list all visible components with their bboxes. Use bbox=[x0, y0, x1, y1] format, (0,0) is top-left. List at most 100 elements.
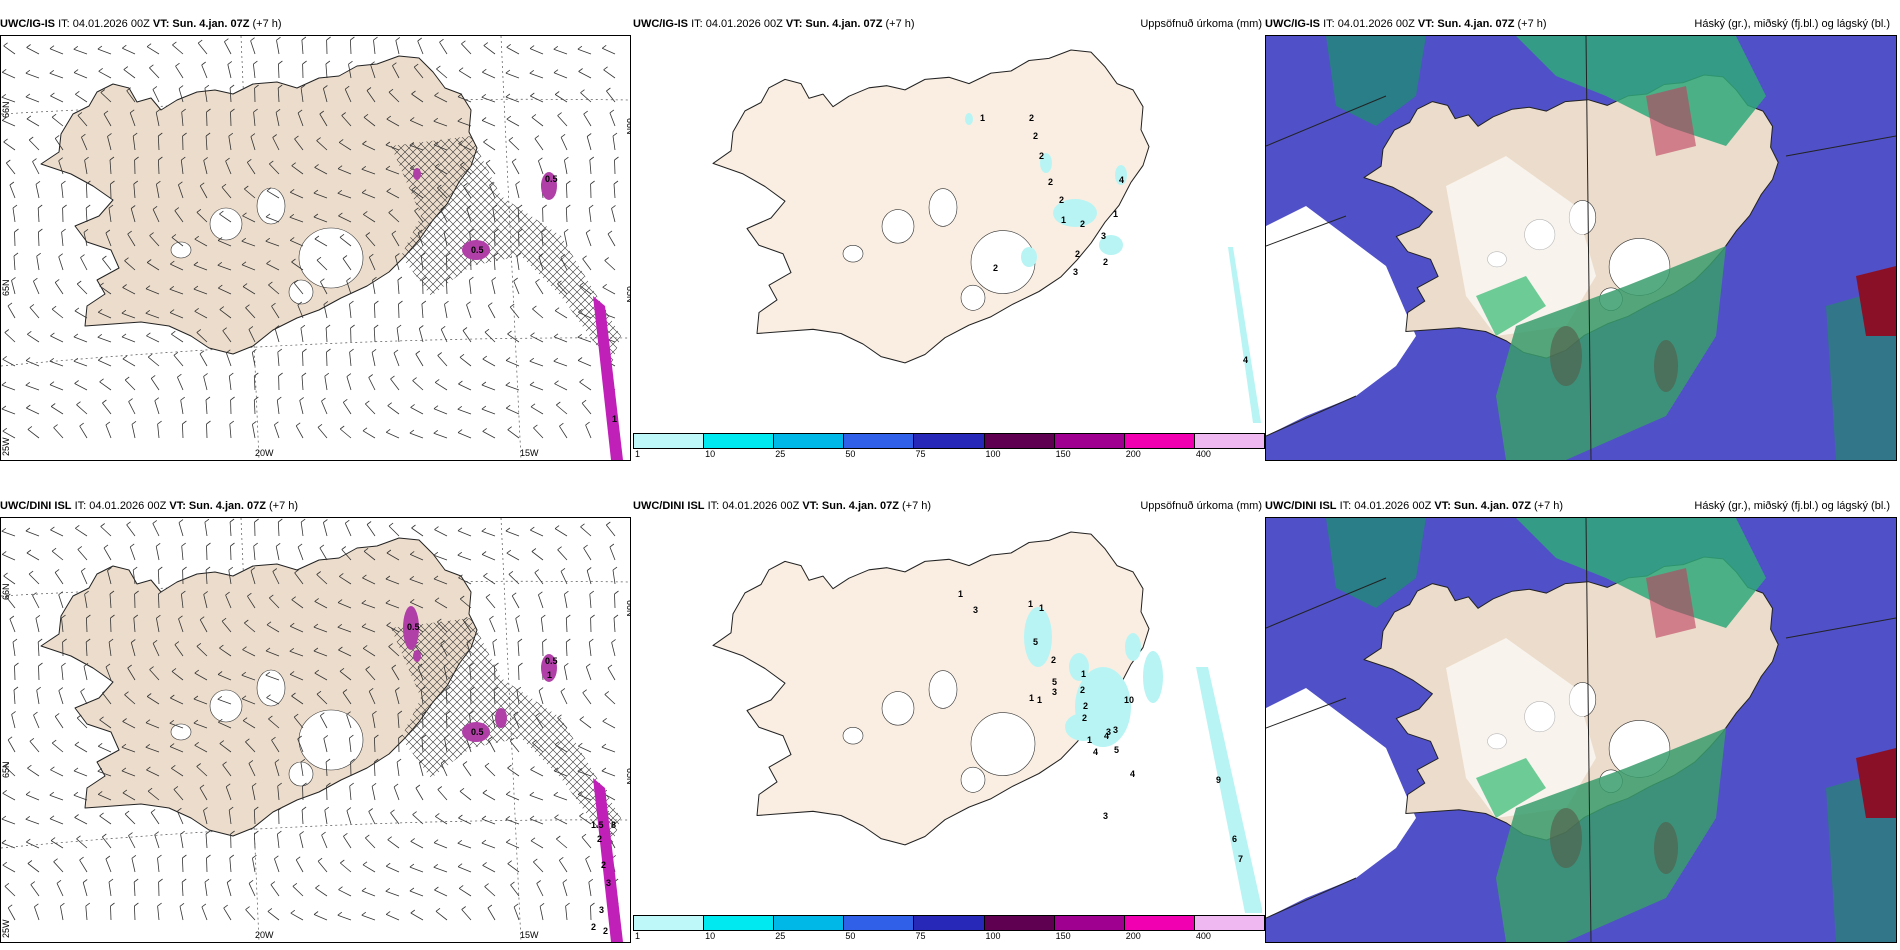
precip-blob bbox=[462, 722, 490, 742]
wind-barb-flag bbox=[275, 108, 281, 113]
wind-barb bbox=[410, 912, 424, 921]
wind-barb-flag bbox=[349, 348, 354, 353]
wind-barb bbox=[25, 794, 40, 801]
wind-barb bbox=[105, 232, 112, 247]
wind-barb bbox=[518, 665, 520, 681]
glacier bbox=[928, 670, 958, 709]
wind-barb-flag bbox=[272, 568, 278, 572]
wind-barb bbox=[579, 719, 592, 729]
wind-barb-flag bbox=[409, 551, 415, 555]
wind-barb bbox=[581, 836, 592, 849]
wind-barb-flag bbox=[583, 544, 588, 549]
wind-barb bbox=[506, 794, 520, 801]
wind-barb-flag bbox=[388, 522, 394, 527]
wind-barb bbox=[277, 521, 280, 537]
proj-line bbox=[1585, 518, 1592, 942]
wind-barb-flag bbox=[369, 253, 374, 258]
cloud-map[interactable] bbox=[1265, 35, 1897, 461]
wind-barb-flag bbox=[172, 41, 177, 46]
wind-barb bbox=[301, 809, 304, 825]
wind-barb-flag bbox=[242, 283, 248, 287]
wind-barb-flag bbox=[146, 766, 151, 771]
wind-barb bbox=[241, 240, 256, 247]
wind-barb-flag bbox=[365, 232, 371, 236]
cloud-map[interactable] bbox=[1265, 517, 1897, 943]
wind-barb bbox=[485, 597, 496, 609]
wind-barb bbox=[293, 716, 304, 729]
wind-barb-flag bbox=[390, 809, 395, 814]
wind-barb-flag bbox=[530, 92, 535, 97]
wind-barb-flag bbox=[29, 737, 35, 742]
wind-barb-flag bbox=[339, 425, 345, 430]
wind-barb bbox=[27, 333, 40, 343]
wind-barb-flag bbox=[204, 518, 210, 523]
wind-barb bbox=[590, 905, 592, 921]
wind-barb bbox=[323, 522, 328, 537]
wind-barb bbox=[25, 72, 40, 79]
wind-barb-flag bbox=[250, 567, 256, 571]
wind-barb bbox=[396, 328, 400, 343]
wind-barb bbox=[49, 818, 64, 825]
wind-barb bbox=[530, 529, 544, 537]
wind-barb-flag bbox=[73, 45, 79, 50]
wind-barb-flag bbox=[247, 158, 252, 163]
wind-barb bbox=[73, 48, 88, 55]
wind-barb-flag bbox=[181, 590, 186, 595]
wind-barb-flag bbox=[462, 761, 468, 765]
wind-barb bbox=[395, 256, 400, 271]
wind-barb-flag bbox=[505, 527, 511, 532]
wind-barb bbox=[435, 910, 448, 921]
wind-map[interactable]: 0.5 0.5 0.5 1 1.5 2 3 3 8 2 2 2 66N 65N 25W 66N 65N 20W 15… bbox=[0, 517, 631, 943]
wind-barb-flag bbox=[361, 165, 367, 170]
precip-map[interactable]: 1 3 1 1 5 2 1 2 5 3 1 1 2 4 10 3 3 1 4 5 2 4 3 9 6 7 bbox=[633, 517, 1262, 913]
wind-barb bbox=[517, 641, 520, 657]
wind-barb-flag bbox=[265, 213, 271, 218]
wind-barb bbox=[554, 94, 568, 103]
wind-barb-flag bbox=[291, 258, 296, 263]
wind-barb-flag bbox=[313, 189, 319, 194]
wind-barb-flag bbox=[372, 710, 377, 715]
wind-barb bbox=[154, 400, 160, 415]
wind-map[interactable]: 0.5 0.5 1 66N 65N 25W 66N 65N 20W 15W bbox=[0, 35, 631, 461]
wind-barb-flag bbox=[110, 902, 115, 907]
wind-barb-flag bbox=[131, 639, 136, 643]
wind-barb bbox=[553, 360, 568, 367]
lat-label: 65N bbox=[1, 279, 11, 296]
wind-barb-flag bbox=[342, 689, 348, 693]
wind-barb bbox=[459, 790, 472, 801]
wind-barb bbox=[339, 236, 352, 247]
wind-barb bbox=[578, 745, 592, 753]
colorbar-segment bbox=[843, 915, 915, 931]
wind-barb bbox=[559, 425, 568, 439]
wind-barb bbox=[482, 865, 496, 873]
wind-barb-flag bbox=[341, 112, 346, 116]
wind-barb bbox=[588, 882, 592, 897]
wind-barb bbox=[434, 529, 448, 537]
wind-barb-flag bbox=[223, 904, 228, 909]
wind-barb bbox=[217, 674, 232, 681]
wind-barb bbox=[9, 618, 16, 633]
precip-value-label: 3 bbox=[1113, 725, 1118, 735]
wind-barb-flag bbox=[245, 304, 250, 309]
wind-barb-flag bbox=[586, 663, 591, 668]
wind-barb-flag bbox=[253, 542, 258, 547]
wind-barb bbox=[193, 698, 208, 705]
wind-barb-flag bbox=[130, 205, 136, 209]
wind-barb bbox=[196, 646, 208, 657]
wind-barb-flag bbox=[35, 614, 41, 619]
wind-barb-flag bbox=[393, 349, 399, 354]
glacier bbox=[881, 209, 915, 244]
wind-barb-flag bbox=[100, 89, 106, 93]
wind-barb-flag bbox=[178, 519, 184, 523]
wind-barb-flag bbox=[157, 420, 162, 425]
wind-barb-flag bbox=[385, 165, 391, 170]
wind-barb bbox=[388, 646, 400, 657]
wind-barb-flag bbox=[611, 205, 616, 209]
wind-barb bbox=[222, 764, 232, 777]
wind-barb-flag bbox=[150, 375, 156, 379]
wind-barb-flag bbox=[289, 188, 295, 193]
wind-barb bbox=[107, 136, 112, 151]
wind-barb-flag bbox=[361, 599, 367, 604]
wind-barb bbox=[583, 547, 592, 561]
